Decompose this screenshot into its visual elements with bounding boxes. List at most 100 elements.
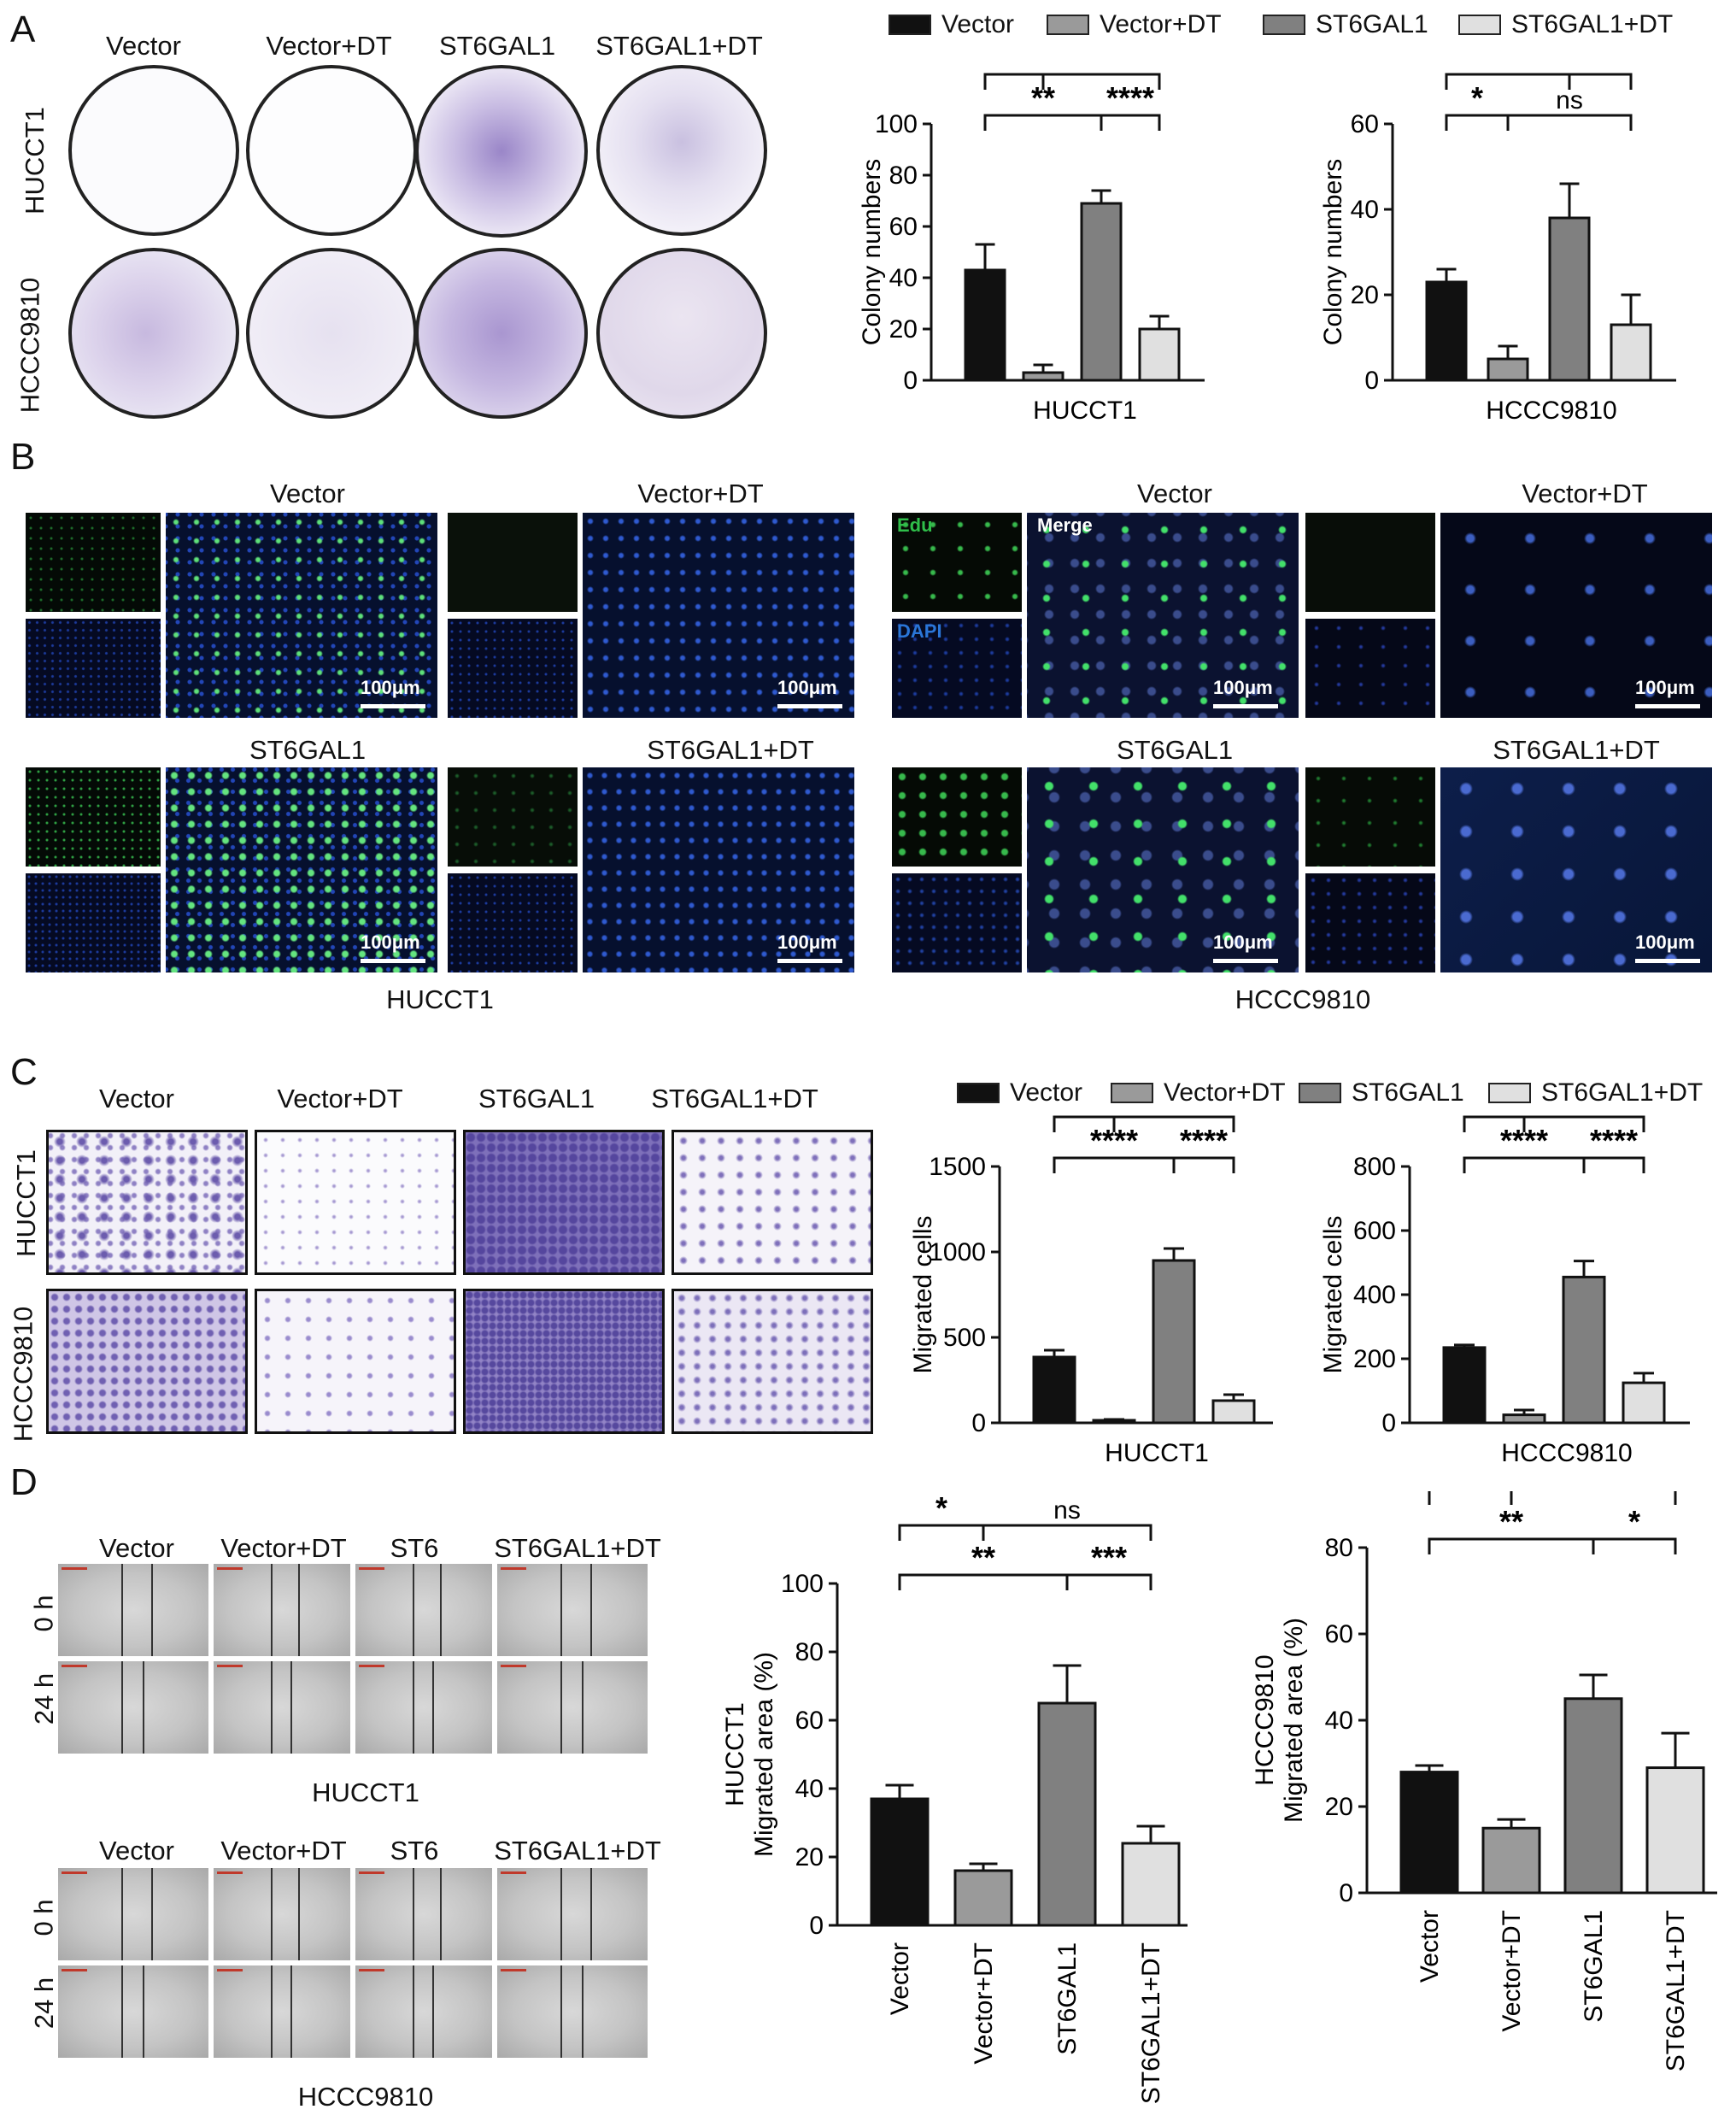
scale-bar	[777, 704, 842, 708]
panel-c-row-hucct1: HUCCT1	[10, 1149, 41, 1257]
significance-label: *	[1471, 80, 1483, 115]
panel-c-header-vector-dt: Vector+DT	[277, 1084, 403, 1113]
y-tick-label: 1500	[929, 1153, 986, 1181]
wound-edge-line	[560, 1661, 562, 1754]
bar	[1442, 1346, 1487, 1425]
legend-item-vector-dt: Vector+DT	[1111, 1078, 1286, 1108]
legend-label: Vector+DT	[1100, 10, 1222, 38]
colony-dish-hucct1-st6gal1-dt	[596, 65, 767, 236]
wound-image	[58, 1661, 208, 1754]
y-tick-label: 0	[1339, 1879, 1353, 1907]
wound-image	[355, 1965, 492, 2058]
significance-label: ****	[1180, 1123, 1228, 1158]
panel-a-row-hccc9810: HCCC9810	[15, 277, 45, 414]
x-tick-label: Vector+DT	[970, 1942, 998, 2065]
panel-b-header-hucct1-st6gal1: ST6GAL1	[249, 735, 367, 765]
significance-label: *	[1502, 60, 1514, 74]
y-tick-label: 20	[795, 1843, 824, 1871]
scale-bar	[361, 959, 425, 963]
significance-label: **	[1572, 1115, 1596, 1117]
panel-d-bottom-header-vector-dt: Vector+DT	[220, 1836, 347, 1866]
significance-bracket	[1172, 1156, 1235, 1173]
y-tick-label: 500	[943, 1324, 986, 1352]
wound-edge-line	[142, 1661, 144, 1754]
y-tick-label: 40	[1325, 1707, 1353, 1735]
bar	[1563, 1697, 1623, 1895]
significance-label: ****	[1060, 1115, 1108, 1117]
scale-bar	[1213, 959, 1278, 963]
panel-b-caption-hucct1: HUCCT1	[386, 984, 494, 1014]
wound-edge-line	[151, 1564, 154, 1656]
wound-edge-line	[581, 1965, 584, 2058]
y-tick-label: 60	[1325, 1620, 1353, 1648]
y-axis-title: Migrated area (%)	[1280, 1618, 1308, 1823]
wound-edge-line	[120, 1564, 123, 1656]
panel-b-header-hucct1-vector: Vector	[270, 479, 345, 508]
wound-edge-line	[120, 1868, 123, 1960]
bar	[1138, 327, 1181, 382]
panel-d-top-time-24h: 24 h	[29, 1672, 60, 1725]
transwell-hucct1-vector	[46, 1130, 248, 1275]
panel-b-header-hucct1-vector-dt: Vector+DT	[637, 479, 764, 508]
significance-label: ns	[1556, 86, 1583, 115]
dapi-inset-hccc9810-vector-dt	[1305, 619, 1435, 718]
x-tick-label: ST6GAL1+DT	[1662, 1910, 1690, 2071]
merge-image-hccc9810-st6gal1-dt: 100μm	[1440, 767, 1712, 972]
legend-label: ST6GAL1+DT	[1511, 10, 1674, 38]
panel-b-header-hccc9810-vector-dt: Vector+DT	[1522, 479, 1648, 508]
panel-d-bottom-time-0h: 0 h	[28, 1899, 59, 1936]
bar	[1502, 1413, 1546, 1425]
significance-label: *	[935, 1491, 947, 1525]
significance-label: ****	[1106, 80, 1154, 115]
significance-label: *	[1628, 1504, 1640, 1539]
significance-bracket	[1112, 1115, 1235, 1132]
y-axis-title: Migrated cells	[1319, 1215, 1347, 1373]
panel-a-row-hucct1: HUCCT1	[19, 107, 50, 214]
bar	[1080, 202, 1123, 382]
merge-image-hccc9810-st6gal1: 100μm	[1027, 767, 1299, 972]
legend-item-st6gal1: ST6GAL1	[1299, 1078, 1464, 1108]
panel-d-top-header-st6: ST6	[390, 1533, 439, 1563]
scale-bar	[1213, 704, 1278, 708]
panel-d-top-time-0h: 0 h	[28, 1595, 59, 1632]
y-tick-label: 0	[1381, 1409, 1396, 1437]
transwell-hccc9810-st6gal1	[463, 1289, 665, 1434]
x-tick-label: Vector+DT	[1498, 1910, 1526, 2032]
y-tick-label: 20	[1325, 1793, 1353, 1821]
bar	[964, 268, 1006, 382]
bar	[1548, 216, 1591, 382]
colony-dish-hucct1-st6gal1	[415, 65, 588, 238]
y-axis-title: Migrated cells	[909, 1215, 937, 1373]
significance-bracket	[1445, 114, 1510, 131]
wound-edge-line	[560, 1564, 562, 1656]
y-tick-label: 60	[889, 213, 918, 241]
panel-b-header-hccc9810-st6gal1: ST6GAL1	[1116, 735, 1234, 765]
wound-edge-line	[590, 1868, 593, 1960]
wound-edge-line	[271, 1661, 273, 1754]
wound-edge-line	[413, 1868, 415, 1960]
wound-edge-line	[560, 1965, 562, 2058]
significance-bracket	[1041, 73, 1161, 90]
significance-label: ***	[1091, 1540, 1127, 1575]
significance-bracket	[1100, 114, 1161, 131]
wound-edge-line	[290, 1661, 292, 1754]
significance-bracket	[1053, 1156, 1176, 1173]
scale-bar	[62, 1969, 87, 1971]
dapi-inset-hccc9810-vector: DAPI	[892, 619, 1022, 718]
wound-edge-line	[290, 1965, 292, 2058]
panel-d-bottom-header-st6gal1-dt: ST6GAL1+DT	[494, 1836, 661, 1866]
x-axis-title: HCCC9810	[1486, 397, 1616, 425]
y-tick-label: 20	[889, 315, 918, 344]
significance-bracket	[1065, 1573, 1152, 1590]
panel-label-a: A	[10, 9, 36, 50]
scale-bar	[217, 1665, 243, 1667]
wound-image	[497, 1564, 648, 1656]
chart-wound-hucct1: 0 20 40 60 80 100 HUCCT1 Migrated area (%) Vecto…	[721, 1491, 1188, 2104]
wound-edge-line	[413, 1965, 415, 2058]
wound-image	[214, 1564, 350, 1656]
dapi-label: DAPI	[897, 620, 942, 642]
transwell-hccc9810-vector	[46, 1289, 248, 1434]
scale-bar	[359, 1665, 384, 1667]
